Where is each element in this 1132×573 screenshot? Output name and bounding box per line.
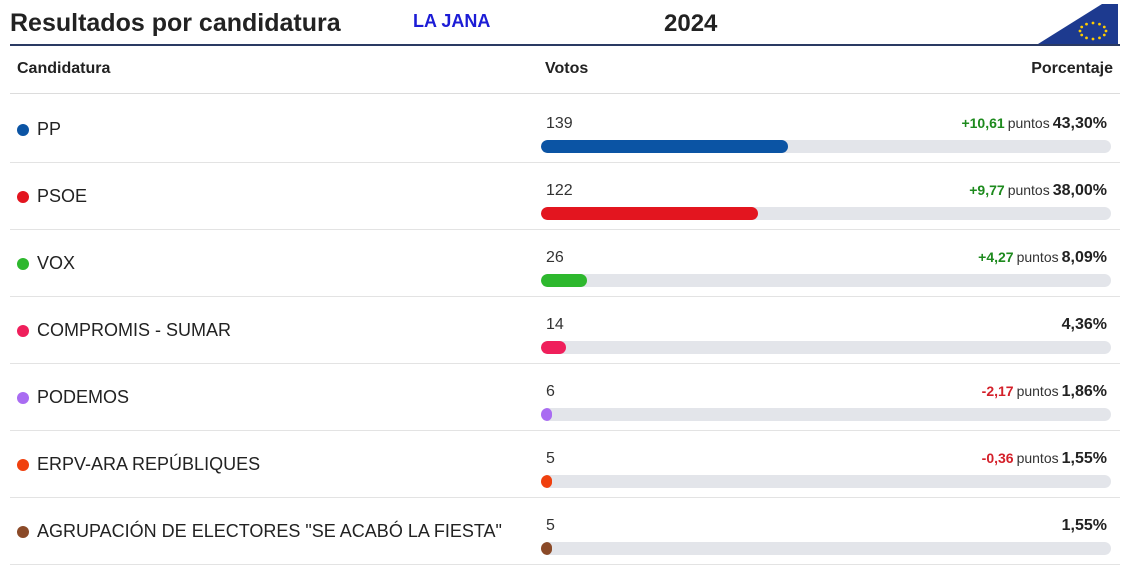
party-name: COMPROMIS - SUMAR bbox=[37, 320, 232, 340]
points-label: puntos bbox=[1007, 182, 1050, 198]
table-row[interactable]: VOX 26 +4,27 puntos 8,09% bbox=[10, 229, 1120, 297]
party-name: PODEMOS bbox=[37, 387, 130, 407]
percentage-cell: 1,55% bbox=[1059, 517, 1107, 535]
vote-percentage: 38,00% bbox=[1052, 182, 1107, 199]
party-name: ERPV-ARA REPÚBLIQUES bbox=[37, 454, 261, 474]
party-color-dot bbox=[17, 526, 29, 538]
change-points: -2,17 bbox=[981, 383, 1014, 399]
municipality-name: LA JANA bbox=[413, 11, 491, 31]
eu-flag-icon bbox=[1038, 4, 1118, 44]
points-label: puntos bbox=[1016, 249, 1059, 265]
vote-bar-fill bbox=[541, 207, 758, 220]
party-color-dot bbox=[17, 325, 29, 337]
vote-count: 5 bbox=[546, 517, 555, 534]
table-row[interactable]: PSOE 122 +9,77 puntos 38,00% bbox=[10, 162, 1120, 230]
vote-count: 122 bbox=[546, 182, 573, 199]
party-name: AGRUPACIÓN DE ELECTORES "SE ACABÓ LA FIE… bbox=[37, 521, 502, 541]
table-row[interactable]: PP 139 +10,61 puntos 43,30% bbox=[10, 95, 1120, 163]
vote-count: 6 bbox=[546, 383, 555, 400]
results-header: Resultados por candidatura LA JANA 2024 bbox=[10, 0, 1120, 46]
party-name: PSOE bbox=[37, 186, 88, 206]
vote-bar-fill bbox=[541, 475, 552, 488]
vote-percentage: 4,36% bbox=[1061, 316, 1107, 333]
percentage-cell: +10,61 puntos 43,30% bbox=[961, 115, 1107, 133]
table-row[interactable]: PODEMOS 6 -2,17 puntos 1,86% bbox=[10, 363, 1120, 431]
vote-bar-track bbox=[541, 341, 1111, 354]
vote-bar-fill bbox=[541, 341, 566, 354]
change-points: +4,27 bbox=[978, 249, 1014, 265]
percentage-cell: +9,77 puntos 38,00% bbox=[969, 182, 1107, 200]
change-points: +10,61 bbox=[961, 115, 1005, 131]
points-label: puntos bbox=[1007, 115, 1050, 131]
vote-bar-fill bbox=[541, 140, 788, 153]
vote-bar-track bbox=[541, 408, 1111, 421]
change-points: +9,77 bbox=[969, 182, 1005, 198]
table-row[interactable]: ERPV-ARA REPÚBLIQUES 5 -0,36 puntos 1,55% bbox=[10, 430, 1120, 498]
column-header-porcentaje: Porcentaje bbox=[1031, 60, 1113, 77]
vote-bar-track bbox=[541, 542, 1111, 555]
vote-bar-track bbox=[541, 475, 1111, 488]
change-points: -0,36 bbox=[981, 450, 1014, 466]
party-color-dot bbox=[17, 459, 29, 471]
party-color-dot bbox=[17, 258, 29, 270]
points-label: puntos bbox=[1016, 450, 1059, 466]
vote-count: 14 bbox=[546, 316, 564, 333]
vote-percentage: 43,30% bbox=[1052, 115, 1107, 132]
vote-count: 139 bbox=[546, 115, 573, 132]
vote-percentage: 8,09% bbox=[1061, 249, 1107, 266]
column-header-votos: Votos bbox=[545, 60, 589, 77]
vote-percentage: 1,55% bbox=[1061, 450, 1107, 467]
header-divider bbox=[10, 93, 1120, 94]
vote-bar-track bbox=[541, 207, 1111, 220]
vote-count: 5 bbox=[546, 450, 555, 467]
vote-bar-fill bbox=[541, 408, 552, 421]
column-header-candidatura: Candidatura bbox=[17, 60, 111, 77]
vote-bar-track bbox=[541, 140, 1111, 153]
party-color-dot bbox=[17, 392, 29, 404]
vote-percentage: 1,86% bbox=[1061, 383, 1107, 400]
party-color-dot bbox=[17, 124, 29, 136]
vote-bar-track bbox=[541, 274, 1111, 287]
table-row[interactable]: AGRUPACIÓN DE ELECTORES "SE ACABÓ LA FIE… bbox=[10, 497, 1120, 565]
election-year: 2024 bbox=[664, 10, 718, 37]
party-name: PP bbox=[37, 119, 62, 139]
percentage-cell: -0,36 puntos 1,55% bbox=[982, 450, 1107, 468]
percentage-cell: +4,27 puntos 8,09% bbox=[978, 249, 1107, 267]
vote-bar-fill bbox=[541, 542, 552, 555]
vote-percentage: 1,55% bbox=[1061, 517, 1107, 534]
vote-bar-fill bbox=[541, 274, 587, 287]
page-title: Resultados por candidatura bbox=[10, 9, 341, 37]
vote-count: 26 bbox=[546, 249, 564, 266]
percentage-cell: -2,17 puntos 1,86% bbox=[982, 383, 1107, 401]
party-name: VOX bbox=[37, 253, 76, 273]
percentage-cell: 4,36% bbox=[1059, 316, 1107, 334]
table-row[interactable]: COMPROMIS - SUMAR 14 4,36% bbox=[10, 296, 1120, 364]
points-label: puntos bbox=[1016, 383, 1059, 399]
party-color-dot bbox=[17, 191, 29, 203]
